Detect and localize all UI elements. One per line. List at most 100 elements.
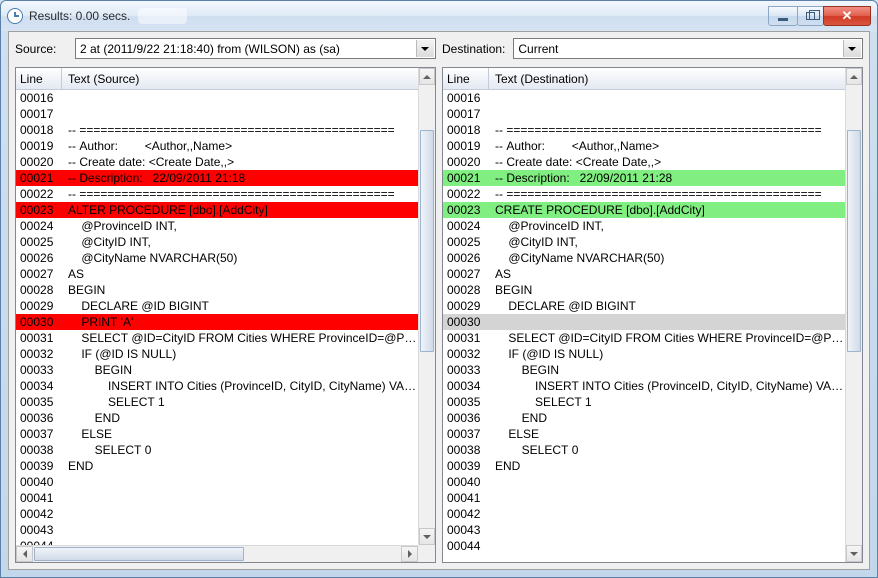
table-row[interactable]: 00033 BEGIN xyxy=(443,362,845,378)
scroll-right-button[interactable] xyxy=(401,546,418,562)
table-row[interactable]: 00039END xyxy=(443,458,845,474)
table-row[interactable]: 00021-- Description: 22/09/2011 21:28 xyxy=(443,170,845,186)
scroll-up-button[interactable] xyxy=(419,68,435,85)
close-button[interactable]: ✕ xyxy=(823,6,871,26)
table-row[interactable]: 00031 SELECT @ID=CityID FROM Cities WHER… xyxy=(443,330,845,346)
table-row[interactable]: 00043 xyxy=(443,522,845,538)
table-row[interactable]: 00039END xyxy=(16,458,418,474)
table-row[interactable]: 00044 xyxy=(16,538,418,545)
scroll-down-button[interactable] xyxy=(419,528,435,545)
table-row[interactable]: 00017 xyxy=(16,106,418,122)
table-row[interactable]: 00041 xyxy=(16,490,418,506)
destination-vertical-scrollbar[interactable] xyxy=(845,68,862,562)
table-row[interactable]: 00028BEGIN xyxy=(16,282,418,298)
table-row[interactable]: 00016 xyxy=(443,90,845,106)
line-number: 00034 xyxy=(443,379,489,393)
table-row[interactable]: 00041 xyxy=(443,490,845,506)
table-row[interactable]: 00038 SELECT 0 xyxy=(443,442,845,458)
table-row[interactable]: 00027AS xyxy=(443,266,845,282)
line-text: IF (@ID IS NULL) xyxy=(489,347,845,361)
source-vertical-scrollbar[interactable] xyxy=(418,68,435,545)
col-header-text[interactable]: Text (Destination) xyxy=(489,72,862,86)
scroll-thumb[interactable] xyxy=(847,130,861,352)
destination-dropdown[interactable]: Current xyxy=(513,38,863,59)
line-number: 00017 xyxy=(16,107,62,121)
scroll-down-button[interactable] xyxy=(846,545,862,562)
table-row[interactable]: 00017 xyxy=(443,106,845,122)
table-row[interactable]: 00044 xyxy=(443,538,845,554)
line-number: 00018 xyxy=(16,123,62,137)
table-row[interactable]: 00036 END xyxy=(443,410,845,426)
table-row[interactable]: 00042 xyxy=(443,506,845,522)
table-row[interactable]: 00034 INSERT INTO Cities (ProvinceID, Ci… xyxy=(443,378,845,394)
source-horizontal-scrollbar[interactable] xyxy=(16,545,418,562)
destination-grid-body[interactable]: 000160001700018-- ======================… xyxy=(443,90,845,562)
table-row[interactable]: 00033 BEGIN xyxy=(16,362,418,378)
table-row[interactable]: 00019-- Author: <Author,,Name> xyxy=(443,138,845,154)
table-row[interactable]: 00037 ELSE xyxy=(443,426,845,442)
table-row[interactable]: 00026 @CityName NVARCHAR(50) xyxy=(16,250,418,266)
line-number: 00023 xyxy=(443,203,489,217)
line-number: 00021 xyxy=(16,171,62,185)
table-row[interactable]: 00038 SELECT 0 xyxy=(16,442,418,458)
table-row[interactable]: 00027AS xyxy=(16,266,418,282)
line-text: SELECT 0 xyxy=(62,443,418,457)
table-row[interactable]: 00031 SELECT @ID=CityID FROM Cities WHER… xyxy=(16,330,418,346)
table-row[interactable]: 00032 IF (@ID IS NULL) xyxy=(443,346,845,362)
table-row[interactable]: 00020-- Create date: <Create Date,,> xyxy=(16,154,418,170)
table-row[interactable]: 00035 SELECT 1 xyxy=(16,394,418,410)
source-dropdown-value: 2 at (2011/9/22 21:18:40) from (WILSON) … xyxy=(80,42,340,56)
table-row[interactable]: 00022-- ================================… xyxy=(16,186,418,202)
table-row[interactable]: 00034 INSERT INTO Cities (ProvinceID, Ci… xyxy=(16,378,418,394)
scroll-thumb[interactable] xyxy=(420,130,434,352)
table-row[interactable]: 00042 xyxy=(16,506,418,522)
line-text: IF (@ID IS NULL) xyxy=(62,347,418,361)
line-number: 00035 xyxy=(16,395,62,409)
table-row[interactable]: 00025 @CityID INT, xyxy=(443,234,845,250)
titlebar[interactable]: Results: 0.00 secs. ✕ xyxy=(1,1,877,31)
table-row[interactable]: 00023CREATE PROCEDURE [dbo].[AddCity] xyxy=(443,202,845,218)
table-row[interactable]: 00022-- ================================… xyxy=(443,186,845,202)
table-row[interactable]: 00021-- Description: 22/09/2011 21:18 xyxy=(16,170,418,186)
table-row[interactable]: 00020-- Create date: <Create Date,,> xyxy=(443,154,845,170)
table-row[interactable]: 00024 @ProvinceID INT, xyxy=(16,218,418,234)
table-row[interactable]: 00029 DECLARE @ID BIGINT xyxy=(443,298,845,314)
table-row[interactable]: 00024 @ProvinceID INT, xyxy=(443,218,845,234)
table-row[interactable]: 00028BEGIN xyxy=(443,282,845,298)
table-row[interactable]: 00030 PRINT 'A' xyxy=(16,314,418,330)
scroll-thumb[interactable] xyxy=(34,547,244,561)
line-text: -- Create date: <Create Date,,> xyxy=(62,155,418,169)
table-row[interactable]: 00030 xyxy=(443,314,845,330)
table-row[interactable]: 00018-- ================================… xyxy=(16,122,418,138)
destination-grid-header: Line Text (Destination) xyxy=(443,68,862,90)
table-row[interactable]: 00037 ELSE xyxy=(16,426,418,442)
line-number: 00020 xyxy=(16,155,62,169)
col-header-line[interactable]: Line xyxy=(443,68,489,89)
table-row[interactable]: 00016 xyxy=(16,90,418,106)
line-text: @CityID INT, xyxy=(489,235,845,249)
scroll-up-button[interactable] xyxy=(846,68,862,85)
maximize-button[interactable] xyxy=(797,6,824,26)
table-row[interactable]: 00018-- ================================… xyxy=(443,122,845,138)
col-header-line[interactable]: Line xyxy=(16,68,62,89)
minimize-button[interactable] xyxy=(768,6,798,26)
table-row[interactable]: 00023ALTER PROCEDURE [dbo].[AddCity] xyxy=(16,202,418,218)
table-row[interactable]: 00043 xyxy=(16,522,418,538)
table-row[interactable]: 00040 xyxy=(443,474,845,490)
table-row[interactable]: 00019-- Author: <Author,,Name> xyxy=(16,138,418,154)
source-grid-body[interactable]: 000160001700018-- ======================… xyxy=(16,90,418,545)
source-dropdown[interactable]: 2 at (2011/9/22 21:18:40) from (WILSON) … xyxy=(75,38,436,59)
table-row[interactable]: 00032 IF (@ID IS NULL) xyxy=(16,346,418,362)
col-header-text[interactable]: Text (Source) xyxy=(62,72,435,86)
scroll-left-button[interactable] xyxy=(16,546,33,562)
table-row[interactable]: 00029 DECLARE @ID BIGINT xyxy=(16,298,418,314)
table-row[interactable]: 00036 END xyxy=(16,410,418,426)
table-row[interactable]: 00040 xyxy=(16,474,418,490)
table-row[interactable]: 00026 @CityName NVARCHAR(50) xyxy=(443,250,845,266)
table-row[interactable]: 00035 SELECT 1 xyxy=(443,394,845,410)
line-number: 00040 xyxy=(443,475,489,489)
table-row[interactable]: 00025 @CityID INT, xyxy=(16,234,418,250)
line-number: 00036 xyxy=(16,411,62,425)
line-number: 00040 xyxy=(16,475,62,489)
destination-dropdown-value: Current xyxy=(518,42,558,56)
